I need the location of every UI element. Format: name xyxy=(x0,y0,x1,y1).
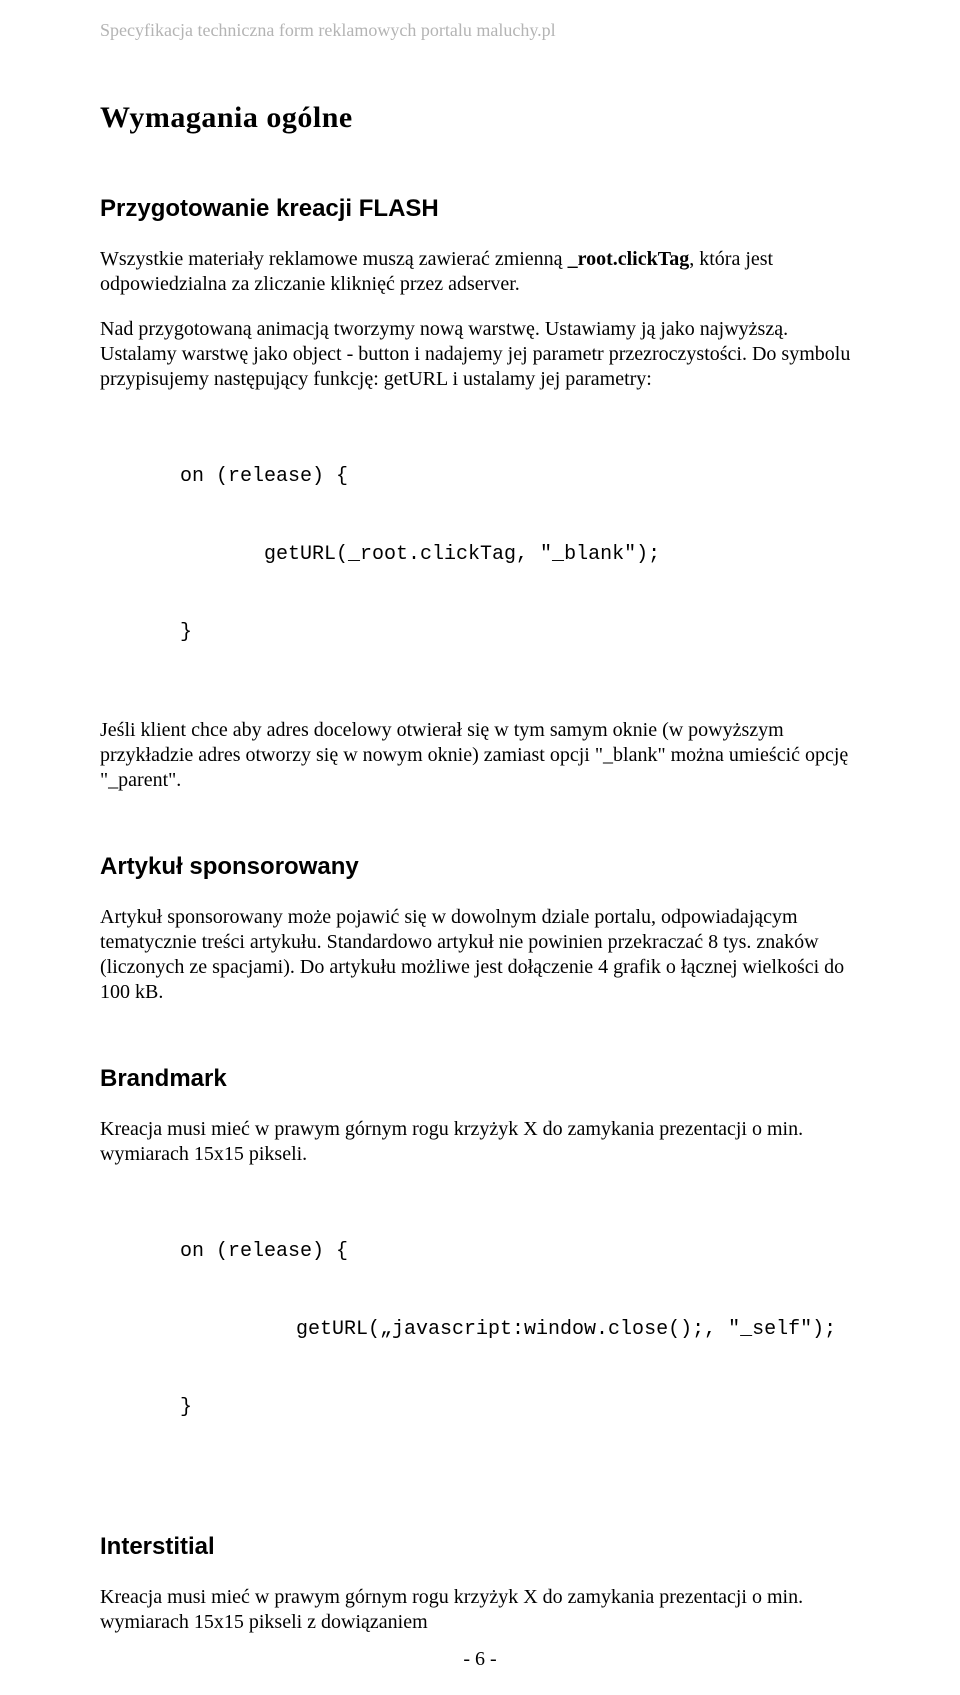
variable-name: _root.clickTag xyxy=(568,248,690,270)
flash-paragraph-3: Jeśli klient chce aby adres docelowy otw… xyxy=(100,718,860,793)
page-title: Wymagania ogólne xyxy=(100,101,860,135)
flash-code-block: on (release) { getURL(_root.clickTag, "_… xyxy=(100,412,860,698)
heading-flash: Przygotowanie kreacji FLASH xyxy=(100,195,860,223)
heading-brandmark: Brandmark xyxy=(100,1065,860,1093)
document-page: Specyfikacja techniczna form reklamowych… xyxy=(0,0,960,1695)
code-line: getURL(„javascript:window.close();, "_se… xyxy=(100,1317,860,1343)
page-number: - 6 - xyxy=(0,1648,960,1671)
text: Wszystkie materiały reklamowe muszą zawi… xyxy=(100,248,568,270)
brandmark-paragraph-1: Kreacja musi mieć w prawym górnym rogu k… xyxy=(100,1117,860,1167)
code-line: on (release) { xyxy=(100,1239,860,1265)
heading-sponsored-article: Artykuł sponsorowany xyxy=(100,853,860,881)
code-line: } xyxy=(180,620,860,646)
heading-interstitial: Interstitial xyxy=(100,1533,860,1561)
flash-paragraph-2: Nad przygotowaną animacją tworzymy nową … xyxy=(100,317,860,392)
flash-paragraph-1: Wszystkie materiały reklamowe muszą zawi… xyxy=(100,247,860,297)
sponsored-paragraph-1: Artykuł sponsorowany może pojawić się w … xyxy=(100,905,860,1005)
interstitial-paragraph-1: Kreacja musi mieć w prawym górnym rogu k… xyxy=(100,1585,860,1635)
running-header: Specyfikacja techniczna form reklamowych… xyxy=(100,20,860,41)
code-line: } xyxy=(100,1395,860,1421)
code-line: on (release) { xyxy=(180,464,860,490)
code-line: getURL(_root.clickTag, "_blank"); xyxy=(180,542,860,568)
brandmark-code-block: on (release) { getURL(„javascript:window… xyxy=(100,1187,860,1473)
